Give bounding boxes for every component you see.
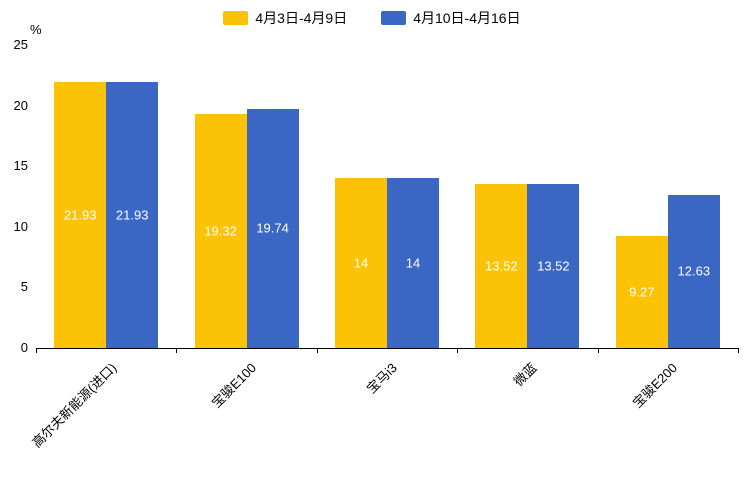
bar-series1-cat0[interactable]: 21.93 — [54, 82, 107, 348]
legend: 4月3日-4月9日 4月10日-4月16日 — [0, 8, 744, 28]
bar-series1-cat4[interactable]: 9.27 — [615, 235, 668, 348]
x-axis-tick — [316, 348, 318, 353]
x-axis-label: 宝骏E200 — [630, 360, 681, 411]
bar-value-label: 21.93 — [63, 207, 97, 223]
bar-series1-cat1[interactable]: 19.32 — [194, 113, 247, 348]
bar-value-label: 12.63 — [677, 263, 711, 279]
legend-swatch-blue — [381, 11, 407, 25]
bar-value-label: 13.52 — [537, 258, 570, 274]
legend-label-week2: 4月10日-4月16日 — [413, 10, 521, 26]
bar-series2-cat2[interactable]: 14 — [387, 178, 439, 348]
bar-series2-cat4[interactable]: 12.63 — [667, 194, 720, 348]
legend-swatch-yellow — [223, 11, 249, 25]
bar-value-label: 14 — [405, 255, 421, 271]
y-tick-label: 0 — [20, 340, 28, 355]
bar-series1-cat2[interactable]: 14 — [335, 178, 387, 348]
bar-value-label: 14 — [353, 255, 369, 271]
bar-series2-cat0[interactable]: 21.93 — [106, 82, 159, 348]
bar-series2-cat3[interactable]: 13.52 — [527, 184, 580, 348]
x-axis-tick — [36, 348, 37, 353]
bar-series1-cat3[interactable]: 13.52 — [475, 184, 528, 348]
y-tick-label: 5 — [20, 279, 28, 295]
bar-value-label: 9.27 — [629, 284, 655, 300]
bar-value-label: 19.32 — [204, 223, 237, 239]
legend-item-week2[interactable]: 4月10日-4月16日 — [381, 8, 521, 28]
y-tick-label: 15 — [13, 158, 28, 174]
bar-value-label: 13.52 — [485, 258, 518, 274]
x-axis-label: 宝马i3 — [363, 360, 400, 397]
y-tick-label: 10 — [13, 218, 28, 234]
y-tick-label: 20 — [13, 97, 28, 113]
x-axis-label: 微蓝 — [511, 360, 541, 390]
plot-area: 21.93 19.32 14 13.52 9.27 21.93 19.74 14 13.52 12… — [36, 45, 738, 349]
x-axis-tick — [597, 348, 599, 353]
x-axis-tick — [176, 348, 178, 353]
x-axis-tick — [457, 348, 459, 353]
bar-value-label: 19.74 — [256, 220, 289, 236]
y-axis-unit-label: % — [30, 22, 42, 37]
legend-label-week1: 4月3日-4月9日 — [255, 10, 348, 26]
x-axis-label: 高尔夫新能源(进口) — [28, 360, 119, 451]
x-axis-tick — [738, 348, 739, 353]
bar-series2-cat1[interactable]: 19.74 — [246, 108, 299, 348]
y-tick-label: 25 — [13, 37, 28, 52]
x-axis-label: 宝骏E100 — [208, 360, 260, 411]
legend-item-week1[interactable]: 4月3日-4月9日 — [223, 8, 347, 28]
bar-value-label: 21.93 — [115, 207, 149, 223]
